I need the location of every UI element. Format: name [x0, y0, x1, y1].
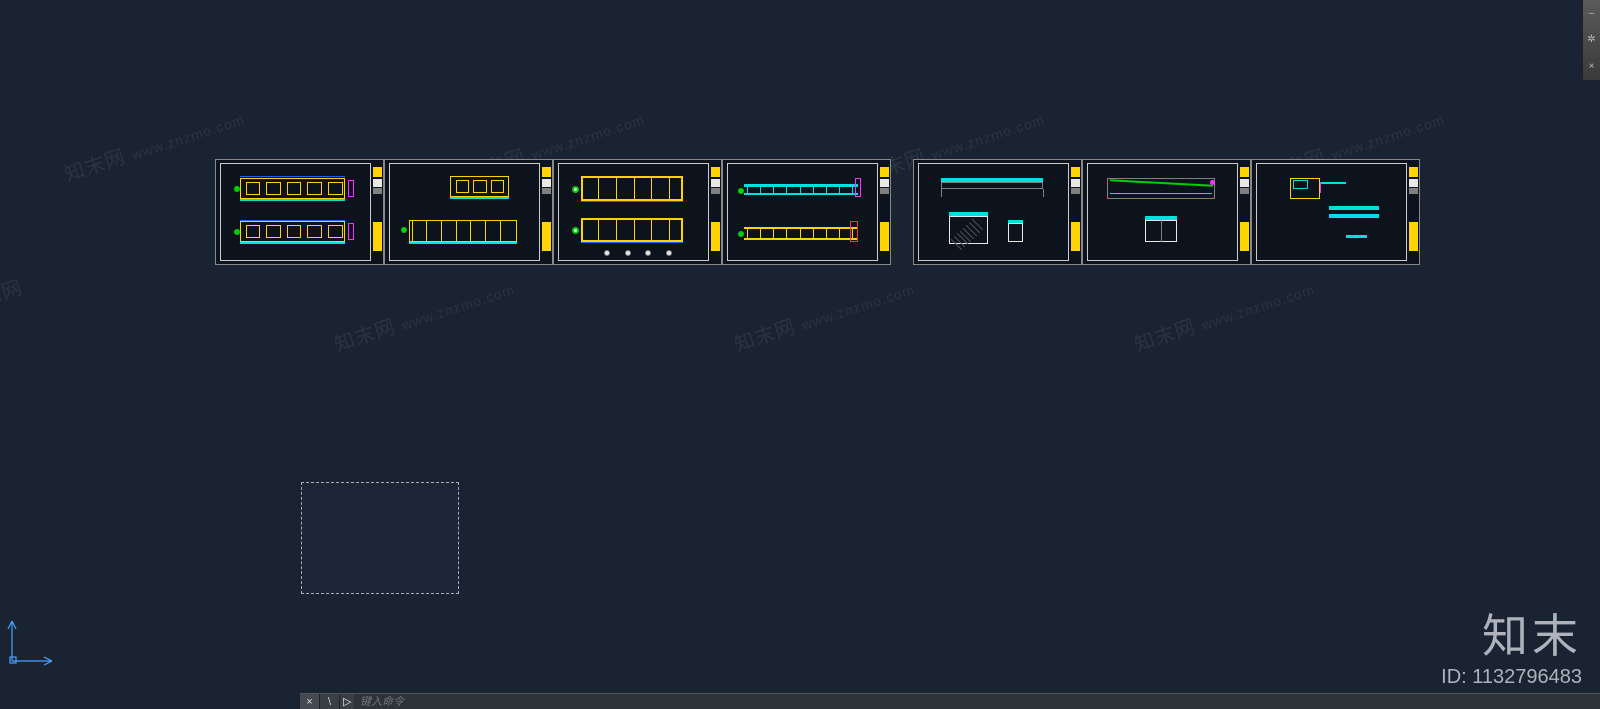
watermark: 知末网 — [0, 271, 26, 318]
watermark: 知末网 www.znzmo.com — [730, 272, 917, 358]
minus-icon[interactable]: – — [1586, 7, 1598, 19]
close-icon[interactable]: × — [1586, 61, 1598, 73]
ucs-icon — [6, 607, 66, 667]
watermark: 知末网 www.znzmo.com — [330, 272, 517, 358]
drawing-content — [1089, 165, 1236, 259]
drawing-content — [391, 165, 538, 259]
layout-sheet[interactable] — [913, 159, 1082, 265]
layout-sheet[interactable] — [1251, 159, 1420, 265]
selection-rectangle — [301, 482, 459, 594]
command-input[interactable] — [354, 694, 1600, 709]
drawing-content — [222, 165, 369, 259]
model-space[interactable]: 知末网 www.znzmo.com 知末网 www.znzmo.com 知末网 ww… — [0, 0, 1582, 693]
drawing-content — [560, 165, 707, 259]
commandbar-customize-button[interactable]: \ — [320, 694, 340, 709]
watermark: 知末网 www.znzmo.com — [1130, 272, 1317, 358]
layout-sheet[interactable] — [553, 159, 722, 265]
drawing-content — [1258, 165, 1405, 259]
layout-sheet[interactable] — [384, 159, 553, 265]
drawing-content — [729, 165, 876, 259]
drawing-content — [920, 165, 1067, 259]
right-toolbar: – ✲ × — [1582, 0, 1600, 80]
layout-sheet[interactable] — [1082, 159, 1251, 265]
layout-sheet[interactable] — [722, 159, 891, 265]
commandbar-close-button[interactable]: × — [300, 694, 320, 709]
gear-icon[interactable]: ✲ — [1586, 34, 1598, 46]
command-bar: × \ ▷ — [300, 693, 1600, 709]
commandbar-prompt-icon: ▷ — [340, 695, 354, 708]
layout-sheet[interactable] — [215, 159, 384, 265]
